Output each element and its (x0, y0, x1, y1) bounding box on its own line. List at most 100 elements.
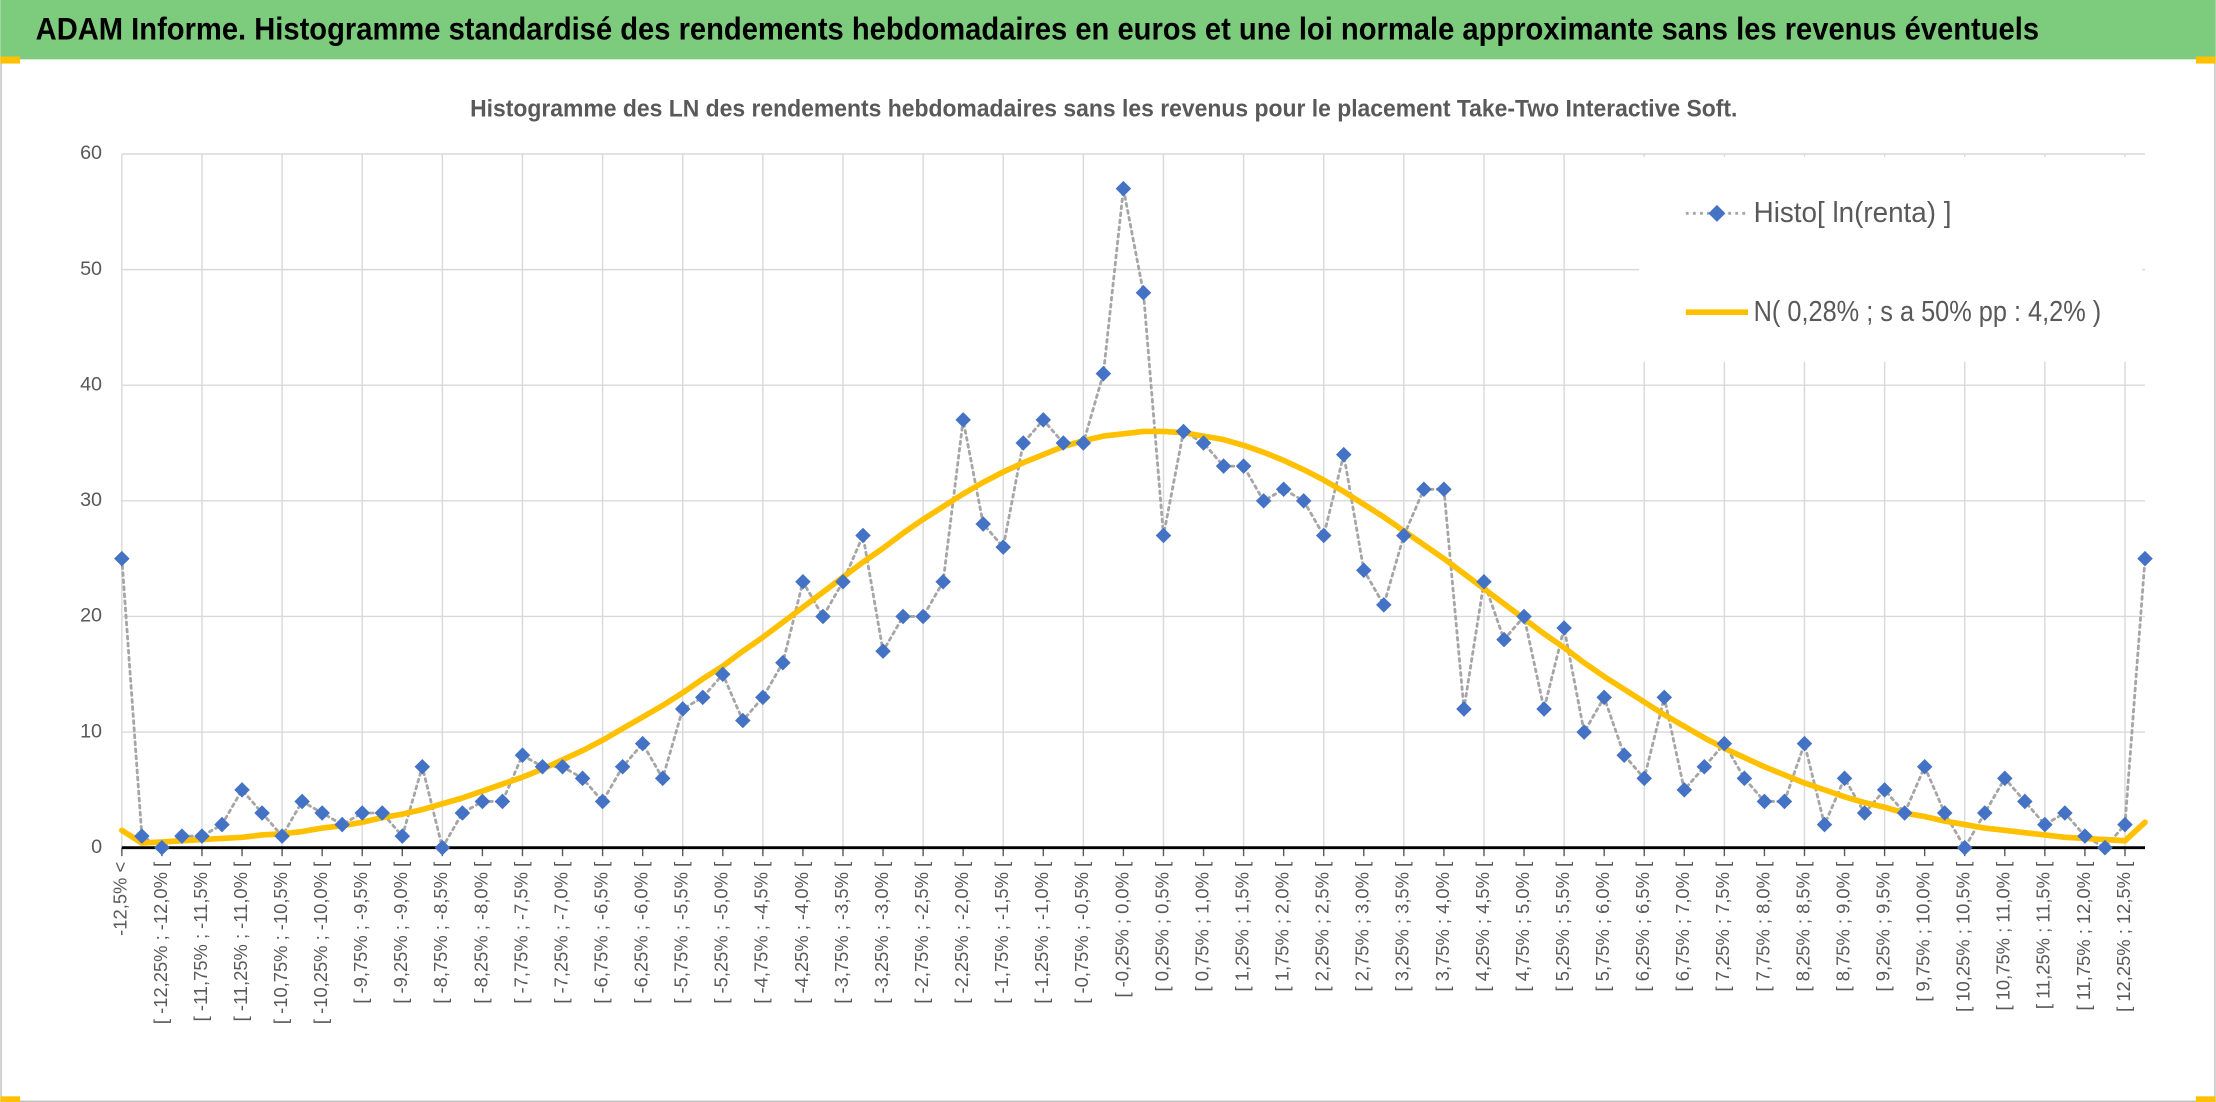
x-tick-label: [ -1,75% ; -1,5% [ (991, 862, 1012, 1004)
marker (1175, 423, 1192, 440)
x-tick-label: [ -11,25% ; -11,0% [ (230, 862, 251, 1022)
marker (875, 643, 891, 659)
x-tick-label: [ -5,75% ; -5,5% [ (671, 862, 692, 1004)
legend: Histo[ ln(renta) ] N( 0,28% ; s a 50% pp … (1639, 156, 2143, 362)
series-line (119, 428, 2148, 846)
x-tick-label: [ 0,75% ; 1,0% [ (1191, 862, 1212, 992)
marker (955, 412, 971, 428)
marker (1856, 805, 1873, 821)
marker (1035, 412, 1052, 428)
marker (194, 828, 210, 844)
x-tick-label: [ 7,75% ; 8,0% [ (1752, 862, 1773, 992)
marker (2137, 550, 2153, 567)
x-tick-label: [ -6,25% ; -6,0% [ (631, 862, 652, 1004)
marker (1155, 527, 1172, 544)
marker (1376, 597, 1392, 613)
x-tick-label: [ -10,75% ; -10,5% [ (270, 862, 291, 1024)
x-tick-label: [ 7,25% ; 7,5% [ (1712, 862, 1733, 992)
x-tick-label: [ -4,75% ; -4,5% [ (751, 862, 772, 1004)
marker (855, 527, 871, 544)
marker (374, 805, 391, 821)
y-tick-label: 40 (80, 373, 102, 395)
marker (174, 828, 190, 844)
marker (1736, 770, 1753, 787)
marker (1436, 481, 1452, 498)
x-tick-label: [ -8,75% ; -8,5% [ (430, 862, 451, 1004)
y-tick-label: 50 (80, 258, 102, 280)
marker (514, 747, 531, 763)
x-tick-label: -12,5% < (110, 862, 131, 936)
x-tick-label: [ -6,75% ; -6,5% [ (590, 862, 611, 1004)
marker (1776, 793, 1793, 810)
marker (1015, 435, 1032, 451)
marker (2037, 816, 2053, 833)
corner (0, 56, 21, 64)
marker (1476, 574, 1492, 590)
marker (234, 782, 250, 798)
marker (1936, 805, 1953, 821)
marker (2077, 828, 2093, 844)
x-tick-label: [ 5,25% ; 5,5% [ (1552, 862, 1573, 992)
x-tick-label: [ -10,25% ; -10,0% [ (310, 862, 331, 1024)
marker (594, 793, 611, 810)
x-tick-label: [ 5,75% ; 6,0% [ (1592, 862, 1613, 992)
marker (474, 793, 491, 810)
marker (314, 805, 330, 821)
marker (414, 758, 431, 775)
marker (795, 574, 811, 590)
x-tick-label: [ -0,25% ; 0,0% [ (1111, 862, 1132, 998)
marker (935, 574, 951, 590)
marker (1195, 435, 1212, 451)
marker (975, 516, 991, 532)
y-tick-label: 60 (80, 142, 102, 164)
x-tick-label: [ 2,25% ; 2,5% [ (1312, 862, 1333, 992)
marker (1576, 724, 1592, 740)
x-tick-label: [ 1,75% ; 2,0% [ (1272, 862, 1293, 992)
marker (2057, 805, 2073, 821)
marker (434, 839, 451, 856)
x-tick-label: [ -2,25% ; -2,0% [ (951, 862, 972, 1004)
marker (1215, 458, 1232, 474)
marker (1235, 458, 1252, 474)
marker (1115, 180, 1132, 197)
marker (995, 539, 1011, 555)
marker (494, 793, 511, 810)
marker (534, 758, 551, 775)
y-tick-label: 30 (80, 489, 102, 511)
marker (1816, 816, 1833, 833)
x-tick-label: [ -12,25% ; -12,0% [ (150, 862, 171, 1024)
marker (2017, 793, 2033, 810)
marker (574, 770, 591, 787)
marker (1255, 493, 1272, 509)
marker (1716, 735, 1733, 752)
y-tick-label: 0 (91, 836, 102, 858)
marker (1496, 631, 1512, 648)
marker (1956, 839, 1973, 856)
marker (214, 816, 230, 833)
corner (2195, 1096, 2216, 1102)
x-tick-label: [ -9,75% ; -9,5% [ (350, 862, 371, 1004)
y-tick-label: 10 (80, 720, 102, 742)
marker (634, 735, 651, 752)
x-tick-label: [ 4,25% ; 4,5% [ (1472, 862, 1493, 992)
marker (2097, 839, 2113, 856)
legend-label: N( 0,28% ; s a 50% pp : 4,2% ) (1754, 295, 2102, 327)
x-tick-label: [ 3,75% ; 4,0% [ (1432, 862, 1453, 992)
corner (0, 1096, 21, 1102)
x-tick-label: [ 3,25% ; 3,5% [ (1392, 862, 1413, 992)
x-tick-label: [ 0,25% ; 0,5% [ (1151, 862, 1172, 992)
x-tick-label: [ 10,75% ; 11,0% [ (1993, 862, 2014, 1011)
series-line (120, 187, 2147, 850)
x-tick-label: [ -9,25% ; -9,0% [ (390, 862, 411, 1004)
y-tick-label: 20 (80, 605, 102, 627)
marker (454, 805, 471, 821)
marker (394, 828, 411, 844)
x-tick-label: [ -7,75% ; -7,5% [ (510, 862, 531, 1004)
marker (915, 608, 931, 625)
corner (2195, 56, 2216, 64)
x-tick-label: [ 10,25% ; 10,5% [ (1953, 862, 1974, 1012)
marker (895, 608, 911, 625)
marker (1676, 782, 1693, 798)
marker (1696, 758, 1713, 775)
